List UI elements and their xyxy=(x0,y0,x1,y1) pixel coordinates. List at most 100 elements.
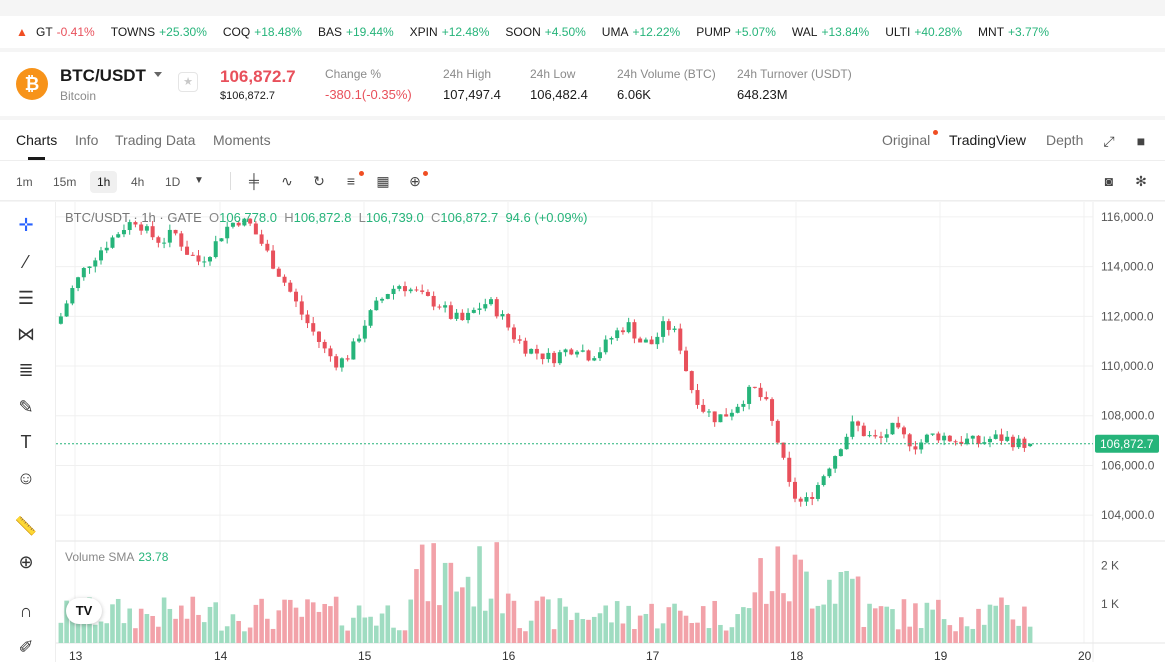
candle-body xyxy=(804,497,809,502)
volume-bar xyxy=(786,601,792,643)
volume-bar xyxy=(574,612,580,643)
volume-bar xyxy=(477,546,482,643)
timeframe-1h[interactable]: 1h xyxy=(90,171,118,193)
candle-body xyxy=(1028,443,1033,447)
timeframe-1m[interactable]: 1m xyxy=(16,175,33,189)
candle-body xyxy=(431,295,436,307)
ticker-item[interactable]: SOON +4.50% xyxy=(505,25,585,39)
tab-depth[interactable]: Depth xyxy=(1046,132,1084,148)
volume-bar xyxy=(993,605,999,643)
pattern-icon[interactable]: ⋈ xyxy=(17,324,35,344)
volume-bar xyxy=(70,604,75,643)
text-icon[interactable]: T xyxy=(20,432,32,452)
volume-bar xyxy=(362,617,368,643)
toolbar-divider xyxy=(230,172,231,190)
add-icon[interactable]: ⊕ xyxy=(409,173,421,189)
volume-bar xyxy=(236,620,241,643)
volume-bar xyxy=(1022,606,1027,643)
timeframe-4h[interactable]: 4h xyxy=(131,175,145,189)
tab-moments[interactable]: Moments xyxy=(213,132,271,148)
candle-body xyxy=(597,352,602,359)
candle-body xyxy=(913,446,918,450)
emoji-icon[interactable]: ☺ xyxy=(16,468,36,488)
indicators-icon[interactable]: ∿ xyxy=(281,173,293,189)
crosshair-icon[interactable]: ✛ xyxy=(18,215,34,235)
volume-bar xyxy=(287,599,293,643)
ticker-item[interactable]: UMA +12.22% xyxy=(602,25,680,39)
tab-trading-data[interactable]: Trading Data xyxy=(115,132,196,148)
ticker-item[interactable]: WAL +13.84% xyxy=(792,25,869,39)
trendline-icon[interactable]: ⁄ xyxy=(24,252,28,272)
volume-bar xyxy=(677,610,683,643)
candle-body xyxy=(173,229,178,234)
camera-icon[interactable]: ◙ xyxy=(1104,173,1114,189)
zoom-in-icon[interactable]: ⊕ xyxy=(18,552,34,572)
expand-icon[interactable]: ⤢ xyxy=(1103,133,1115,149)
ticker-item[interactable]: TOWNS +25.30% xyxy=(111,25,207,39)
volume-bar xyxy=(379,613,385,643)
candle-body xyxy=(970,435,975,439)
replay-icon[interactable]: ↻ xyxy=(313,173,325,189)
ticker-item[interactable]: GT -0.41% xyxy=(36,25,95,39)
tab-tradingview[interactable]: TradingView xyxy=(949,132,1027,148)
candle-body xyxy=(1005,436,1010,441)
horizontal-lines-icon[interactable]: ☰ xyxy=(17,288,35,308)
settings-gear-icon[interactable]: ✻ xyxy=(1135,173,1147,189)
candle-body xyxy=(288,282,293,292)
candle-body xyxy=(821,476,826,486)
templates-icon[interactable]: ▦ xyxy=(376,173,390,189)
layout-icon[interactable]: ■ xyxy=(1136,133,1146,149)
candle-body xyxy=(506,314,511,328)
volume-bar xyxy=(752,592,758,643)
active-tab-underline xyxy=(28,157,45,160)
candle-body xyxy=(815,485,820,499)
tab-original[interactable]: Original xyxy=(882,132,931,148)
tradingview-logo[interactable]: TV xyxy=(66,598,102,624)
candle-body xyxy=(959,441,964,444)
tab-charts[interactable]: Charts xyxy=(16,132,58,148)
volume-bar xyxy=(614,601,620,643)
volume-bar xyxy=(781,593,786,643)
volume-label: Volume SMA xyxy=(65,550,135,564)
ticker-item[interactable]: XPIN +12.48% xyxy=(410,25,490,39)
pair-selector[interactable]: BTC/USDT xyxy=(60,66,146,85)
volume-bar xyxy=(310,602,316,643)
stat-value: 6.06K xyxy=(617,87,651,102)
pencil-lock-icon[interactable]: ✐ xyxy=(18,637,34,657)
fib-icon[interactable]: ≣ xyxy=(18,360,34,380)
price-chart[interactable]: 116,000.0 114,000.0 112,000.0 110,000.0 108,… xyxy=(0,202,1165,662)
candle-body xyxy=(609,338,614,340)
candle-body xyxy=(420,290,425,292)
candle-body xyxy=(689,371,694,391)
timeframe-1d[interactable]: 1D xyxy=(165,175,181,189)
chevron-down-icon[interactable] xyxy=(154,72,162,77)
candle-body xyxy=(666,321,671,330)
brush-icon[interactable]: ✎ xyxy=(18,397,34,417)
ticker-item[interactable]: ULTI +40.28% xyxy=(885,25,962,39)
candle-body xyxy=(620,330,625,333)
ticker-item[interactable]: PUMP +5.07% xyxy=(696,25,776,39)
volume-bar xyxy=(712,600,717,643)
candle-body xyxy=(517,339,522,341)
volume-bar xyxy=(110,604,115,643)
volume-bar xyxy=(442,562,448,643)
ticker-item[interactable]: MNT +3.77% xyxy=(978,25,1049,39)
ticker-item[interactable]: BAS +19.44% xyxy=(318,25,394,39)
alert-icon[interactable]: ≡ xyxy=(346,173,356,189)
candle-body xyxy=(454,312,459,319)
ticker-item[interactable]: COQ +18.48% xyxy=(223,25,302,39)
tab-info[interactable]: Info xyxy=(75,132,99,148)
candle-body xyxy=(856,421,861,426)
volume-bar xyxy=(809,608,815,643)
favorite-star-icon[interactable]: ★ xyxy=(178,72,198,92)
candle-body xyxy=(133,222,138,225)
fire-icon: ▲ xyxy=(16,24,28,39)
ruler-icon[interactable]: 📏 xyxy=(14,516,38,536)
chart-area[interactable]: ✛ ⁄ ☰ ⋈ ≣ ✎ T ☺ 📏 ⊕ ∩ ✐ 116,000.0 114,000… xyxy=(0,202,1165,662)
timeframe-caret-icon[interactable]: ▼ xyxy=(194,175,204,186)
candle-body xyxy=(311,323,316,332)
candle-type-icon[interactable]: ╪ xyxy=(249,173,259,189)
magnet-icon[interactable]: ∩ xyxy=(19,601,33,621)
bitcoin-icon: ₿ xyxy=(16,68,48,100)
timeframe-15m[interactable]: 15m xyxy=(53,175,77,189)
